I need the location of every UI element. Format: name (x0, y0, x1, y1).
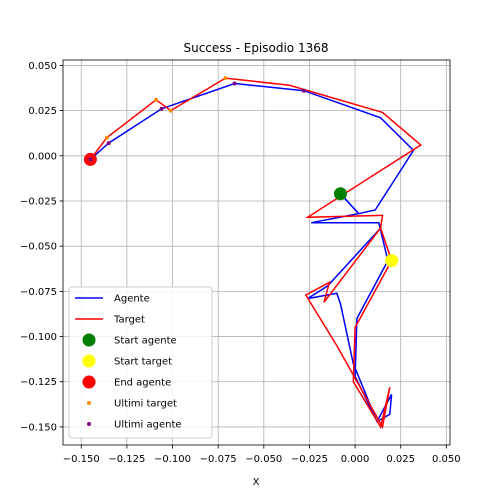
legend-swatch-start-agente (82, 333, 96, 347)
marker-ultimi-agente (232, 81, 237, 86)
y-tick-label: −0.150 (20, 422, 57, 433)
marker-ultimi-target (154, 97, 159, 102)
legend-swatch-start-target (82, 354, 96, 368)
y-axis: −0.150 −0.125 −0.100 −0.075 −0.050 −0.025 0.00… (20, 61, 63, 433)
marker-ultimi-target (104, 135, 109, 140)
plot-frame (62, 59, 451, 446)
legend-label-ultimi-target: Ultimi target (114, 399, 177, 410)
legend-box (68, 286, 213, 439)
legend-swatch-end-agente (82, 375, 96, 389)
marker-start-target (385, 254, 399, 268)
marker-layer (83, 76, 399, 268)
legend-items: Agente Target Start agente Start target End … (75, 294, 182, 431)
marker-ultimi-agente (159, 106, 164, 111)
legend-label-target: Target (113, 315, 145, 326)
legend-label-end-agente: End agente (114, 378, 171, 389)
chart-title: Success - Episodio 1368 (183, 41, 328, 55)
y-tick-label: −0.075 (20, 287, 57, 298)
marker-start-agente (333, 187, 347, 201)
series-line-agente (307, 193, 393, 424)
legend-swatch-ultimi-target (87, 401, 91, 405)
x-tick-label: −0.125 (108, 454, 145, 465)
x-axis-title: X (253, 477, 260, 488)
series-layer (89, 77, 423, 430)
y-tick-label: 0.025 (28, 106, 57, 117)
marker-ultimi-agente (88, 157, 93, 162)
x-tick-label: −0.075 (200, 454, 237, 465)
legend-label-ultimi-agente: Ultimi agente (114, 420, 182, 431)
y-tick-label: 0.000 (28, 151, 57, 162)
y-tick-label: −0.100 (20, 332, 57, 343)
x-axis: −0.150 −0.125 −0.100 −0.075 −0.050 −0.025 0.00… (63, 445, 461, 465)
x-tick-label: −0.050 (245, 454, 282, 465)
series-line-target (304, 227, 393, 430)
y-tick-label: −0.025 (20, 196, 57, 207)
marker-ultimi-agente (301, 88, 306, 93)
series-line-target (89, 77, 423, 261)
y-tick-label: 0.050 (28, 61, 57, 72)
x-tick-label: 0.050 (432, 454, 461, 465)
marker-ultimi-target (223, 76, 228, 81)
y-tick-label: −0.125 (20, 377, 57, 388)
marker-ultimi-target (168, 108, 173, 113)
legend-swatch-ultimi-agente (87, 422, 91, 426)
legend-label-agente: Agente (114, 294, 150, 305)
series-line-agente (89, 82, 415, 215)
x-tick-label: −0.025 (291, 454, 328, 465)
marker-ultimi-agente (106, 141, 111, 146)
grid-layer (63, 60, 450, 445)
x-tick-label: 0.025 (386, 454, 415, 465)
x-tick-label: 0.000 (341, 454, 370, 465)
legend-label-start-agente: Start agente (114, 336, 177, 347)
x-tick-label: −0.150 (63, 454, 100, 465)
legend-label-start-target: Start target (114, 357, 172, 368)
y-tick-label: −0.050 (20, 242, 57, 253)
legend: Agente Target Start agente Start target End … (68, 286, 213, 439)
x-tick-label: −0.100 (154, 454, 191, 465)
